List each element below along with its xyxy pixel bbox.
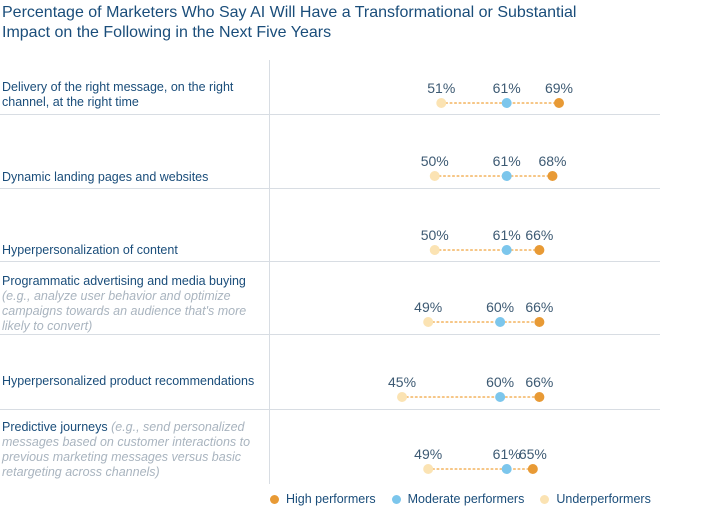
row-label: Hyperpersonalized product recommendation… <box>2 374 264 389</box>
label-divider <box>269 60 270 484</box>
data-label: 50% <box>421 153 449 169</box>
legend-swatch-moderate <box>391 494 401 504</box>
data-point <box>495 392 506 402</box>
data-point <box>527 464 538 474</box>
data-label: 61% <box>493 227 521 243</box>
data-label: 68% <box>538 153 566 169</box>
row-label-example: (e.g., send personalized messages based … <box>2 420 251 479</box>
data-label: 51% <box>427 80 455 96</box>
data-point <box>534 317 545 327</box>
data-point <box>554 98 564 108</box>
data-point <box>501 464 512 474</box>
data-point <box>501 245 512 255</box>
legend-item-moderate: Moderate performers <box>391 492 525 506</box>
data-point <box>397 392 408 402</box>
row-label-text: Predictive journeys <box>2 420 108 434</box>
row-label-example: (e.g., analyze user behavior and optimiz… <box>2 289 247 333</box>
data-point <box>495 317 506 327</box>
data-point <box>423 317 434 327</box>
row-separator <box>0 409 660 410</box>
legend-item-under: Underperformers <box>540 492 651 506</box>
legend: High performers Moderate performers Unde… <box>270 492 651 506</box>
legend-swatch-under <box>540 494 550 504</box>
data-point <box>501 98 512 108</box>
data-label: 69% <box>545 80 573 96</box>
row-label: Predictive journeys (e.g., send personal… <box>2 420 264 480</box>
row-separator <box>0 334 660 335</box>
data-label: 45% <box>388 374 416 390</box>
legend-label-under: Underperformers <box>556 492 651 506</box>
data-label: 66% <box>525 374 553 390</box>
data-point <box>436 98 447 108</box>
row-label: Programmatic advertising and media buyin… <box>2 274 264 334</box>
data-point <box>534 245 545 255</box>
legend-item-high: High performers <box>270 492 376 506</box>
row-separator <box>0 261 660 262</box>
data-point <box>429 245 440 255</box>
data-label: 60% <box>486 374 514 390</box>
data-label: 60% <box>486 299 514 315</box>
legend-swatch-high <box>270 494 279 504</box>
row-separator <box>0 188 660 189</box>
row-label: Dynamic landing pages and websites <box>2 170 264 185</box>
data-label: 66% <box>525 227 553 243</box>
data-label: 49% <box>414 299 442 315</box>
data-label: 61% <box>493 153 521 169</box>
row-separator <box>0 114 660 115</box>
data-label: 65% <box>519 446 547 462</box>
data-label: 50% <box>421 227 449 243</box>
data-point <box>423 464 434 474</box>
row-label-text: Hyperpersonalized product recommendation… <box>2 374 255 388</box>
legend-label-moderate: Moderate performers <box>407 492 525 506</box>
data-label: 61% <box>493 446 521 462</box>
legend-label-high: High performers <box>286 492 376 506</box>
row-label: Hyperpersonalization of content <box>2 243 264 258</box>
data-point <box>501 171 512 181</box>
data-point <box>534 392 545 402</box>
data-point <box>429 171 440 181</box>
row-label: Delivery of the right message, on the ri… <box>2 80 264 110</box>
chart-title: Percentage of Marketers Who Say AI Will … <box>2 4 577 41</box>
data-point <box>547 171 558 181</box>
data-label: 49% <box>414 446 442 462</box>
data-label: 61% <box>493 80 521 96</box>
row-label-text: Delivery of the right message, on the ri… <box>2 80 234 109</box>
row-label-text: Hyperpersonalization of content <box>2 243 178 257</box>
row-label-text: Programmatic advertising and media buyin… <box>2 274 246 288</box>
row-label-text: Dynamic landing pages and websites <box>2 170 209 184</box>
data-label: 66% <box>525 299 553 315</box>
